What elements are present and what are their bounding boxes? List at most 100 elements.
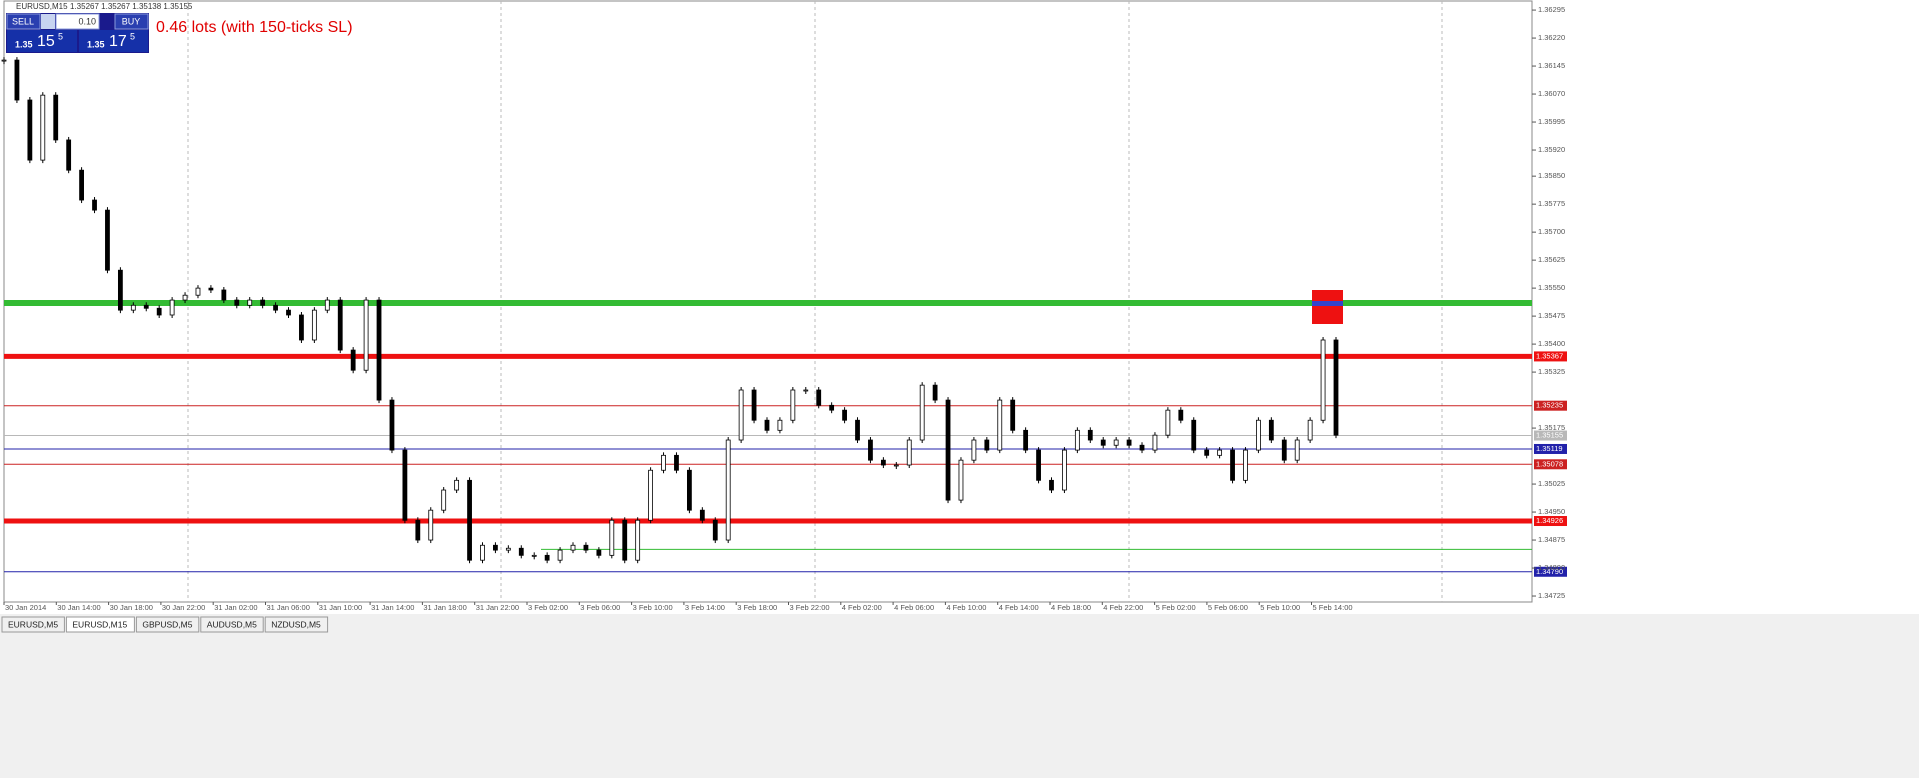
bar-body [1036, 449, 1041, 481]
bar-body [1062, 449, 1067, 491]
trade-panel: SELL 0.10 BUY 1.35 15 5 1.35 17 5 [6, 13, 149, 53]
bar-body [712, 519, 718, 541]
levels: 1.35367 1.35235 1.35155 1.35119 1.35078 1.349… [4, 300, 1567, 577]
x-tick-label: 4 Feb 18:00 [1051, 603, 1091, 612]
bar-body [1333, 339, 1339, 436]
bar-body [945, 399, 951, 501]
bar-body [699, 509, 705, 521]
x-tick-label: 4 Feb 22:00 [1103, 603, 1143, 612]
bar-body [1217, 449, 1223, 456]
bar-body [738, 389, 744, 441]
bar-body [958, 459, 964, 501]
x-tick-label: 4 Feb 10:00 [946, 603, 986, 612]
tab[interactable] [65, 616, 135, 633]
x-tick-label: 3 Feb 10:00 [633, 603, 673, 612]
bar-body [829, 404, 835, 411]
bar-body [454, 479, 460, 491]
bar-body [893, 464, 899, 467]
bar-body [247, 299, 253, 306]
bar-body [260, 299, 266, 306]
level-tag [1534, 516, 1567, 527]
bid-box[interactable] [7, 30, 77, 52]
bar-body [1113, 439, 1119, 446]
buy-label: BUY [122, 16, 141, 26]
x-tick-label: 3 Feb 06:00 [580, 603, 620, 612]
bar-body [906, 439, 912, 466]
bar-body [1152, 434, 1158, 451]
y-tick-label: 1.35850 [1538, 171, 1565, 180]
bar-body [480, 544, 485, 561]
bar-body [311, 309, 317, 341]
bar-body [1049, 479, 1054, 491]
bar-body [725, 439, 731, 541]
sell-button[interactable] [6, 13, 41, 30]
bar-body [1100, 439, 1106, 446]
tab[interactable] [264, 616, 329, 633]
x-tick-label: 30 Jan 22:00 [162, 603, 205, 612]
x-tick-label: 4 Feb 14:00 [999, 603, 1039, 612]
x-tick-label: 31 Jan 10:00 [319, 603, 362, 612]
tab-bar [0, 614, 1919, 778]
bar-body [570, 544, 576, 551]
chart-quotes: 1.35267 1.35267 1.35138 1.35155 [70, 2, 193, 11]
x-tick-label: 31 Jan 18:00 [423, 603, 466, 612]
bar-body [286, 309, 291, 316]
bar-body [1023, 429, 1029, 451]
y-tick-label: 1.35400 [1538, 339, 1565, 348]
bar-body [764, 419, 770, 431]
y-tick-label: 1.35325 [1538, 367, 1565, 376]
bar-body [1281, 439, 1287, 461]
x-tick-label: 31 Jan 06:00 [267, 603, 310, 612]
level-tag [1534, 400, 1567, 411]
ask-box[interactable] [79, 30, 148, 52]
x-tick-label: 31 Jan 22:00 [476, 603, 519, 612]
bar-body [1087, 429, 1093, 441]
bar-body [971, 439, 977, 461]
tab[interactable] [135, 616, 200, 633]
bar-body [376, 299, 382, 401]
level-label: 1.35235 [1536, 401, 1563, 410]
ask-small: 5 [130, 31, 135, 41]
bar-body [932, 384, 938, 401]
y-tick-label: 1.36070 [1538, 89, 1565, 98]
bar-body [299, 314, 304, 341]
tab[interactable] [200, 616, 264, 633]
bar-body [596, 549, 602, 556]
volume-input[interactable] [55, 13, 100, 30]
bar-body [92, 199, 97, 211]
bar-body [117, 269, 123, 311]
y-tick-label: 1.35175 [1538, 423, 1565, 432]
y-tick-label: 1.35920 [1538, 145, 1565, 154]
bar-body [1178, 409, 1184, 421]
y-tick-label: 1.35025 [1538, 479, 1565, 488]
bar-body [868, 439, 873, 461]
bar-body [816, 389, 822, 406]
bar-body [363, 299, 369, 371]
volume-value: 0.10 [78, 16, 96, 26]
level-label: 1.35155 [1536, 431, 1563, 440]
bar-body [337, 299, 343, 351]
x-tick-label: 5 Feb 14:00 [1313, 603, 1353, 612]
bar-body [544, 554, 550, 561]
volume-down[interactable] [41, 14, 55, 29]
tab[interactable] [1, 616, 65, 633]
bar-body [997, 399, 1003, 451]
bar-body [1074, 429, 1080, 451]
x-tick-label: 3 Feb 18:00 [737, 603, 777, 612]
bar-body [686, 469, 692, 511]
annotation: 0.46 lots (with 150-ticks SL) [156, 19, 353, 36]
level-label: 1.35119 [1536, 444, 1563, 453]
bar-body [803, 389, 809, 392]
y-tick-label: 1.36145 [1538, 61, 1565, 70]
bar-body [350, 349, 356, 371]
bar-body [777, 419, 783, 431]
buy-button[interactable] [114, 13, 149, 30]
bar-body [622, 519, 628, 561]
level-label: 1.34790 [1536, 567, 1563, 576]
x-tick-label: 30 Jan 18:00 [110, 603, 153, 612]
entry-marker-line [1312, 301, 1343, 306]
x-tick-label: 30 Jan 14:00 [57, 603, 100, 612]
bar-body [919, 384, 925, 441]
level-tag [1534, 351, 1567, 362]
